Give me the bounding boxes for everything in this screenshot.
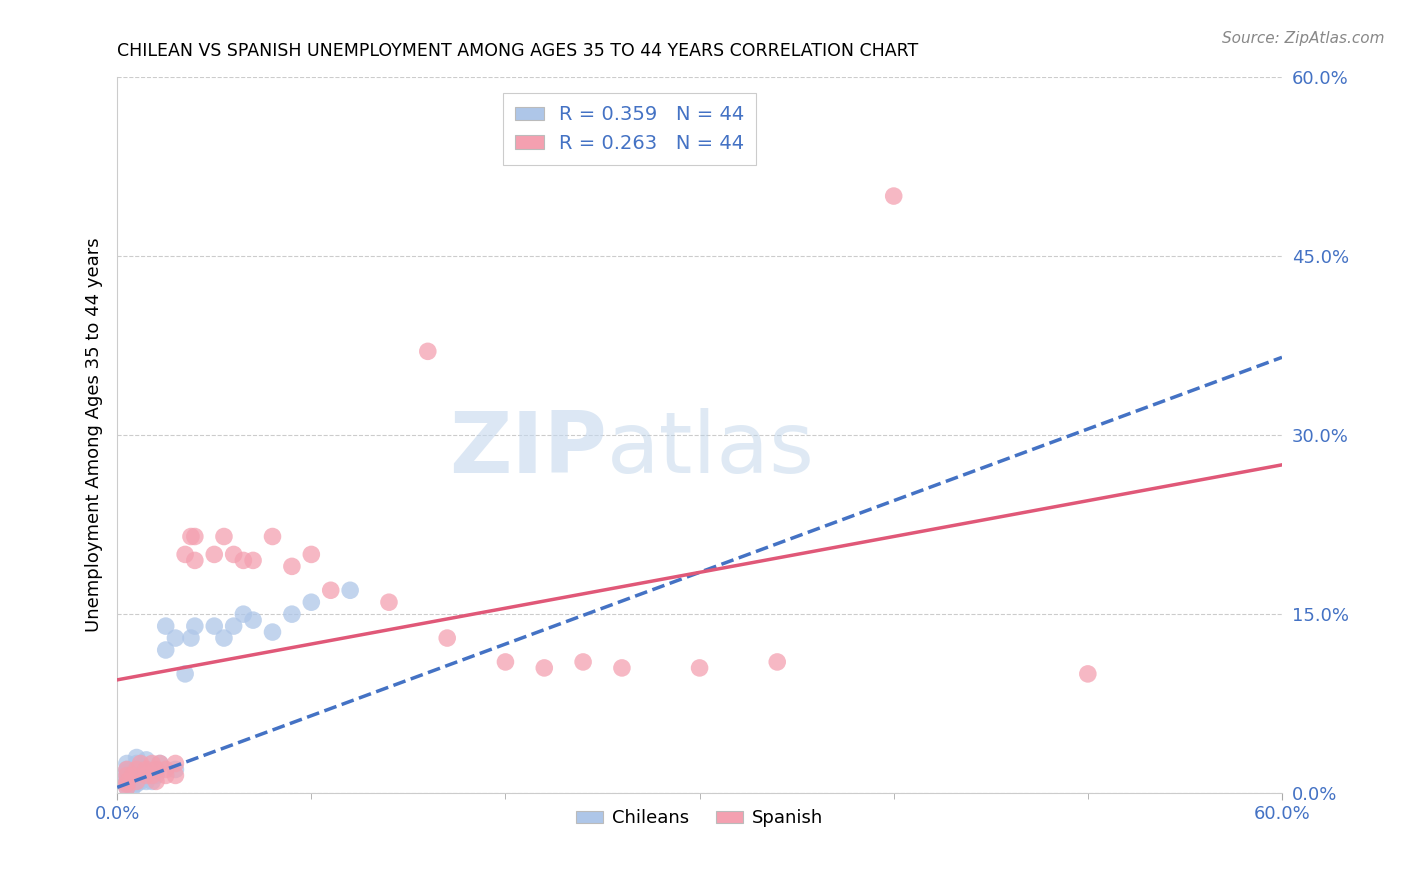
Point (232, 553, 254, 567)
Point (135, 753, 157, 767)
Y-axis label: Unemployment Among Ages 35 to 44 years: Unemployment Among Ages 35 to 44 years (86, 237, 103, 632)
Point (115, 768, 138, 782)
Point (135, 768, 157, 782)
Point (115, 780, 138, 795)
Legend: Chileans, Spanish: Chileans, Spanish (568, 802, 831, 835)
Point (121, 780, 143, 795)
Point (155, 619, 177, 633)
Point (281, 559, 304, 574)
Point (129, 774, 152, 789)
Point (212, 631, 235, 645)
Point (135, 768, 157, 782)
Point (125, 763, 148, 777)
Point (165, 756, 187, 771)
Point (149, 756, 172, 771)
Point (174, 548, 197, 562)
Point (115, 768, 138, 782)
Point (174, 666, 197, 681)
Point (533, 661, 555, 675)
Point (145, 763, 167, 777)
Point (883, 189, 905, 203)
Point (155, 768, 177, 782)
Point (115, 777, 138, 791)
Point (202, 619, 225, 633)
Point (222, 619, 245, 633)
Point (689, 661, 711, 675)
Point (121, 774, 143, 789)
Point (135, 763, 157, 777)
Point (262, 625, 284, 640)
Point (135, 763, 157, 777)
Point (202, 548, 225, 562)
Point (115, 774, 138, 789)
Point (155, 763, 177, 777)
Point (155, 643, 177, 657)
Point (125, 764, 148, 779)
Point (125, 772, 148, 786)
Point (141, 768, 163, 782)
Point (115, 764, 138, 779)
Point (145, 768, 167, 782)
Point (145, 763, 167, 777)
Point (115, 780, 138, 795)
Text: CHILEAN VS SPANISH UNEMPLOYMENT AMONG AGES 35 TO 44 YEARS CORRELATION CHART: CHILEAN VS SPANISH UNEMPLOYMENT AMONG AG… (117, 42, 918, 60)
Point (299, 548, 322, 562)
Point (149, 756, 172, 771)
Point (180, 631, 202, 645)
Point (319, 583, 342, 598)
Point (141, 756, 163, 771)
Point (184, 553, 207, 567)
Point (436, 631, 458, 645)
Point (115, 774, 138, 789)
Point (222, 548, 245, 562)
Point (281, 607, 304, 622)
Point (141, 774, 163, 789)
Point (339, 583, 361, 598)
Point (135, 774, 157, 789)
Point (121, 763, 143, 777)
Point (139, 764, 162, 779)
Point (184, 529, 207, 543)
Point (115, 763, 138, 777)
Point (262, 529, 284, 543)
Point (242, 553, 264, 567)
Point (165, 631, 187, 645)
Text: ZIP: ZIP (449, 408, 606, 491)
Point (115, 777, 138, 791)
Point (121, 768, 143, 782)
Point (125, 777, 148, 791)
Point (610, 661, 633, 675)
Point (416, 344, 439, 359)
Point (494, 655, 516, 669)
Point (180, 529, 202, 543)
Point (232, 607, 254, 622)
Point (1077, 666, 1099, 681)
Text: atlas: atlas (606, 408, 814, 491)
Point (299, 595, 322, 609)
Point (115, 772, 138, 786)
Point (242, 613, 264, 627)
Point (145, 774, 167, 789)
Text: Source: ZipAtlas.com: Source: ZipAtlas.com (1222, 31, 1385, 46)
Point (165, 768, 187, 782)
Point (121, 768, 143, 782)
Point (184, 619, 207, 633)
Point (125, 750, 148, 764)
Point (115, 756, 138, 771)
Point (125, 756, 148, 771)
Point (212, 529, 235, 543)
Point (378, 595, 401, 609)
Point (129, 756, 152, 771)
Point (766, 655, 789, 669)
Point (125, 774, 148, 789)
Point (165, 763, 187, 777)
Point (572, 655, 595, 669)
Point (115, 763, 138, 777)
Point (129, 760, 152, 774)
